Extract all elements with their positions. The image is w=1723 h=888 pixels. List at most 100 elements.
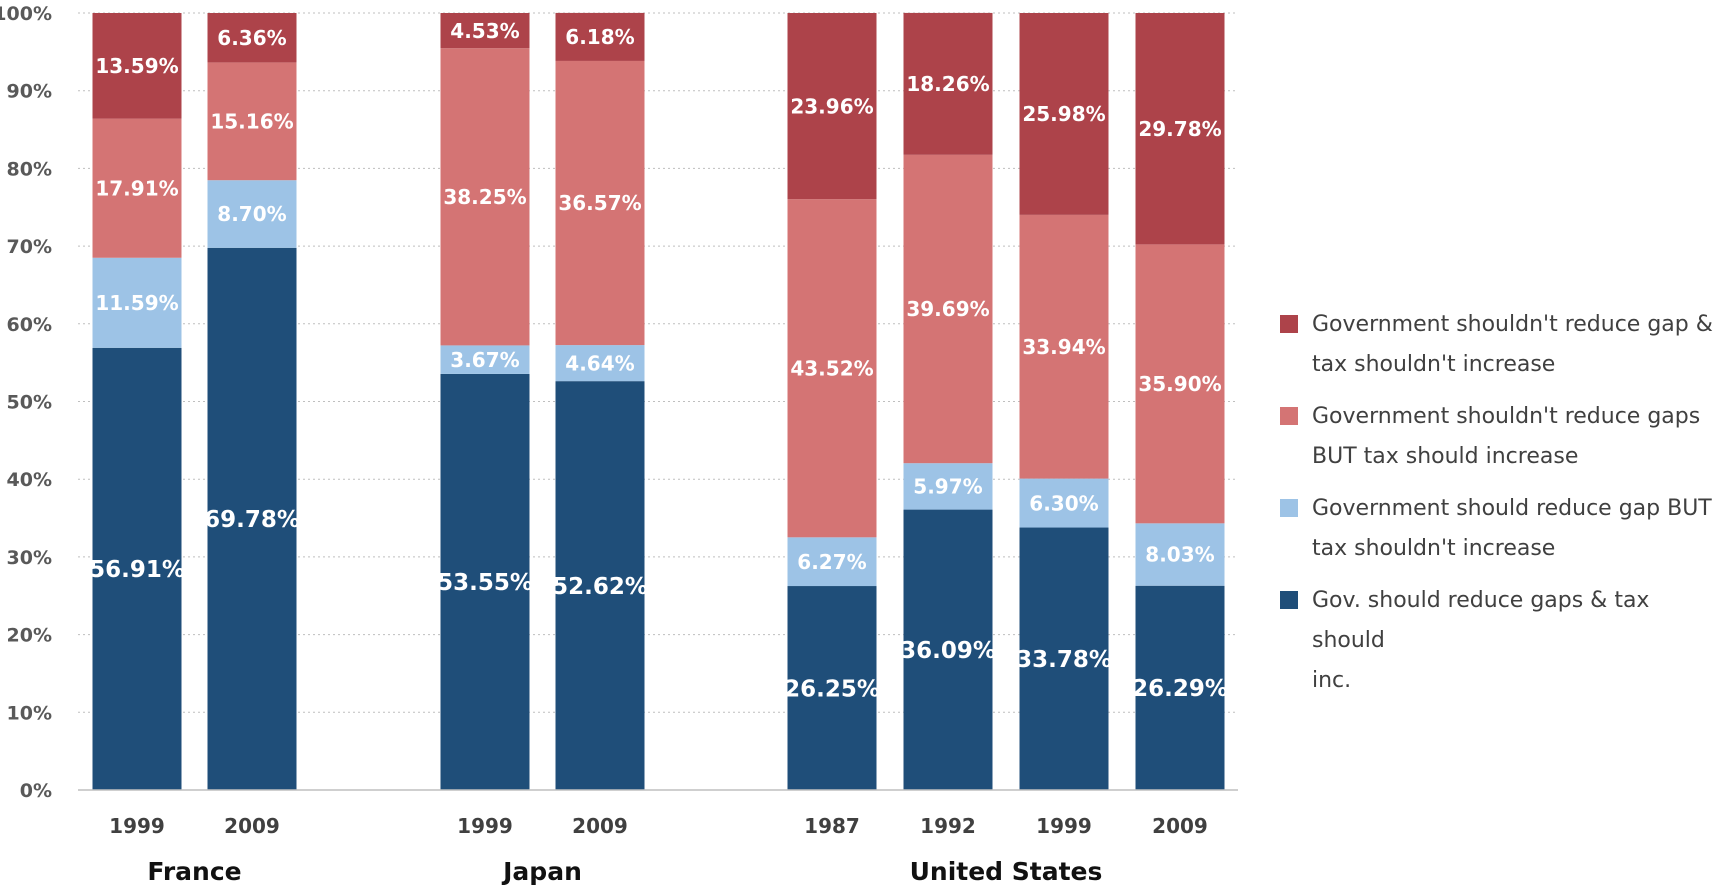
legend-swatch bbox=[1280, 499, 1298, 517]
x-tick-label: 1992 bbox=[920, 814, 976, 838]
data-label: 38.25% bbox=[443, 185, 526, 209]
data-label: 35.90% bbox=[1138, 372, 1221, 396]
bar-segment bbox=[903, 12, 993, 155]
data-label: 25.98% bbox=[1022, 102, 1105, 126]
x-tick-label: 1987 bbox=[804, 814, 860, 838]
bar-segment bbox=[92, 347, 182, 790]
x-tick-label: 1999 bbox=[457, 814, 513, 838]
x-tick-label: 1999 bbox=[1036, 814, 1092, 838]
bar-segment bbox=[207, 180, 297, 248]
group-label: France bbox=[147, 857, 241, 886]
data-label: 17.91% bbox=[95, 176, 178, 200]
legend-label-line: inc. bbox=[1312, 668, 1352, 693]
legend-label-line: Gov. should reduce gaps & tax should bbox=[1312, 588, 1650, 653]
y-tick-label: 60% bbox=[7, 314, 52, 336]
data-label: 26.29% bbox=[1132, 676, 1228, 702]
legend-swatch bbox=[1280, 407, 1298, 425]
data-label: 36.57% bbox=[558, 191, 641, 215]
legend-item-no-reduce-no-tax: Government shouldn't reduce gap & tax sh… bbox=[1280, 305, 1720, 385]
bar-segment bbox=[1019, 527, 1109, 790]
y-tick-label: 70% bbox=[7, 236, 52, 258]
bar-segment bbox=[1135, 13, 1225, 245]
bar-segment bbox=[1019, 214, 1109, 479]
y-tick-label: 10% bbox=[7, 702, 52, 724]
data-label: 5.97% bbox=[913, 475, 982, 499]
y-tick-label: 20% bbox=[7, 625, 52, 647]
y-tick-label: 90% bbox=[7, 81, 52, 103]
legend-item-reduce-tax-increase: Gov. should reduce gaps & tax should inc… bbox=[1280, 581, 1720, 701]
bar-segment bbox=[787, 199, 877, 538]
y-tick-label: 80% bbox=[7, 158, 52, 180]
bar-segment bbox=[207, 247, 297, 791]
bar-segment bbox=[903, 154, 993, 464]
group-label: United States bbox=[910, 857, 1103, 886]
bar-segment bbox=[207, 13, 297, 63]
bar-segment bbox=[787, 13, 877, 200]
bar-segment bbox=[555, 345, 645, 382]
data-label: 6.18% bbox=[565, 25, 634, 49]
legend-label-line: Government shouldn't reduce gaps bbox=[1312, 404, 1701, 429]
x-tick-label: 1999 bbox=[109, 814, 165, 838]
bar-segment bbox=[555, 381, 645, 790]
data-label: 18.26% bbox=[906, 72, 989, 96]
data-label: 26.25% bbox=[784, 676, 880, 702]
data-label: 33.94% bbox=[1022, 335, 1105, 359]
bar-segment bbox=[787, 537, 877, 587]
bar-segment bbox=[440, 48, 530, 346]
data-label: 8.03% bbox=[1145, 543, 1214, 567]
bar-segment bbox=[440, 345, 530, 374]
y-tick-label: 100% bbox=[0, 3, 52, 25]
data-label: 6.30% bbox=[1029, 491, 1098, 515]
y-tick-label: 0% bbox=[20, 780, 52, 802]
data-label: 4.64% bbox=[565, 351, 634, 375]
data-label: 4.53% bbox=[450, 19, 519, 43]
chart-legend: Government shouldn't reduce gap & tax sh… bbox=[1280, 305, 1720, 713]
data-label: 33.78% bbox=[1016, 647, 1112, 673]
bar-segment bbox=[1019, 478, 1109, 528]
x-tick-label: 2009 bbox=[572, 814, 628, 838]
data-label: 53.55% bbox=[437, 570, 533, 596]
bar-segment bbox=[555, 60, 645, 346]
legend-label-line: tax shouldn't increase bbox=[1312, 352, 1556, 377]
legend-swatch bbox=[1280, 315, 1298, 333]
data-label: 39.69% bbox=[906, 297, 989, 321]
stacked-bar-chart: 0% 10% 20% 30% 40% 50% 60% 70% 80% 90% 100% 56.91% 1… bbox=[0, 3, 1238, 886]
data-label: 29.78% bbox=[1138, 117, 1221, 141]
data-label: 15.16% bbox=[210, 110, 293, 134]
bar-segment bbox=[440, 373, 530, 790]
bar-segment bbox=[555, 12, 645, 61]
bar-segment bbox=[1135, 523, 1225, 586]
legend-item-reduce-no-tax: Government should reduce gap BUT tax sho… bbox=[1280, 489, 1720, 569]
bar-segment bbox=[92, 118, 182, 258]
data-label: 11.59% bbox=[95, 291, 178, 315]
bar-segment bbox=[92, 257, 182, 348]
bar-segment bbox=[903, 463, 993, 510]
legend-label-line: Government should reduce gap BUT bbox=[1312, 496, 1712, 521]
data-label: 3.67% bbox=[450, 348, 519, 372]
y-tick-label: 40% bbox=[7, 469, 52, 491]
data-label: 6.36% bbox=[217, 26, 286, 50]
bar-segment bbox=[440, 13, 530, 49]
data-label: 56.91% bbox=[89, 557, 185, 583]
data-label: 43.52% bbox=[790, 356, 873, 380]
data-label: 36.09% bbox=[900, 638, 996, 664]
x-tick-label: 2009 bbox=[1152, 814, 1208, 838]
data-label: 13.59% bbox=[95, 54, 178, 78]
legend-item-no-reduce-tax-increase: Government shouldn't reduce gaps BUT tax… bbox=[1280, 397, 1720, 477]
legend-label-line: BUT tax should increase bbox=[1312, 444, 1579, 469]
data-label: 8.70% bbox=[217, 202, 286, 226]
bar-segment bbox=[1135, 585, 1225, 790]
x-tick-label: 2009 bbox=[224, 814, 280, 838]
data-label: 23.96% bbox=[790, 94, 873, 118]
legend-label-line: Government shouldn't reduce gap & bbox=[1312, 312, 1713, 337]
bar-segment bbox=[1135, 244, 1225, 524]
bar-segment bbox=[1019, 13, 1109, 215]
data-label: 69.78% bbox=[204, 507, 300, 533]
legend-swatch bbox=[1280, 591, 1298, 609]
group-label: Japan bbox=[501, 857, 582, 886]
y-tick-label: 50% bbox=[7, 392, 52, 414]
bar-segment bbox=[787, 586, 877, 790]
bar-segment bbox=[92, 13, 182, 119]
bar-segment bbox=[903, 509, 993, 790]
data-label: 52.62% bbox=[552, 574, 648, 600]
